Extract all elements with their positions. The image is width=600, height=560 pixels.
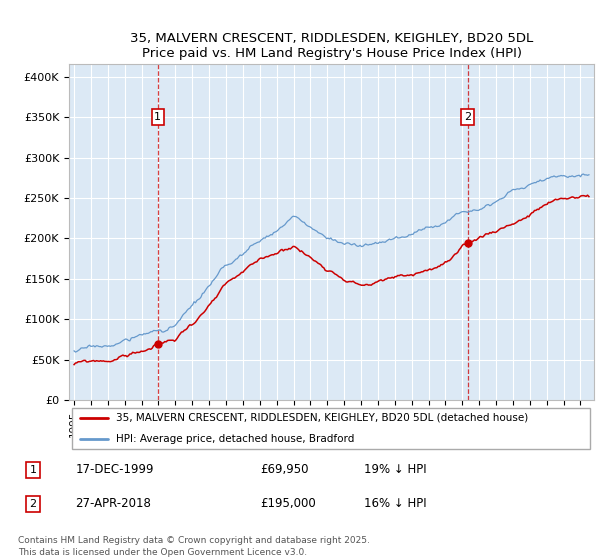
Text: Contains HM Land Registry data © Crown copyright and database right 2025.
This d: Contains HM Land Registry data © Crown c… (18, 536, 370, 557)
Text: £195,000: £195,000 (260, 497, 316, 510)
Text: 1: 1 (154, 112, 161, 122)
Text: HPI: Average price, detached house, Bradford: HPI: Average price, detached house, Brad… (116, 434, 355, 444)
FancyBboxPatch shape (71, 408, 590, 449)
Text: 35, MALVERN CRESCENT, RIDDLESDEN, KEIGHLEY, BD20 5DL (detached house): 35, MALVERN CRESCENT, RIDDLESDEN, KEIGHL… (116, 413, 529, 423)
Text: 17-DEC-1999: 17-DEC-1999 (76, 463, 154, 476)
Text: 19% ↓ HPI: 19% ↓ HPI (364, 463, 426, 476)
Title: 35, MALVERN CRESCENT, RIDDLESDEN, KEIGHLEY, BD20 5DL
Price paid vs. HM Land Regi: 35, MALVERN CRESCENT, RIDDLESDEN, KEIGHL… (130, 32, 533, 60)
Text: 2: 2 (464, 112, 471, 122)
Text: 2: 2 (29, 499, 37, 509)
Text: £69,950: £69,950 (260, 463, 308, 476)
Text: 27-APR-2018: 27-APR-2018 (76, 497, 151, 510)
Text: 16% ↓ HPI: 16% ↓ HPI (364, 497, 426, 510)
Text: 1: 1 (29, 465, 37, 475)
